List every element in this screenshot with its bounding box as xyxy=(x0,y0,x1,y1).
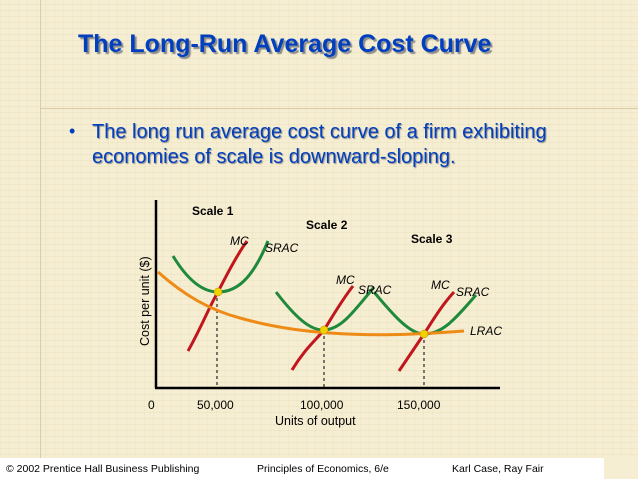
x-tick-150000: 150,000 xyxy=(397,398,441,412)
x-tick-0: 0 xyxy=(148,398,155,412)
footer-bar: © 2002 Prentice Hall Business Publishing… xyxy=(0,458,604,479)
footer-authors: Karl Case, Ray Fair xyxy=(452,463,544,475)
footer-corner xyxy=(604,458,638,479)
srac-label-scale-1: SRAC xyxy=(265,241,299,255)
scale-3-label: Scale 3 xyxy=(411,232,453,246)
mc-label-scale-3: MC xyxy=(431,278,450,292)
min-point-scale-1 xyxy=(213,287,223,297)
x-axis-label: Units of output xyxy=(275,414,356,428)
mc-label-scale-1: MC xyxy=(230,234,249,248)
bullet-marker: • xyxy=(69,121,76,141)
min-point-scale-3 xyxy=(419,329,429,339)
srac-label-scale-3: SRAC xyxy=(456,285,490,299)
mc-label-scale-2: MC xyxy=(336,273,355,287)
scale-1-label: Scale 1 xyxy=(192,204,234,218)
y-axis-label: Cost per unit ($) xyxy=(138,256,152,346)
footer-copyright: © 2002 Prentice Hall Business Publishing xyxy=(6,463,200,475)
min-point-scale-2 xyxy=(319,325,329,335)
title-rule xyxy=(40,108,638,109)
lrac-curve xyxy=(157,270,465,337)
x-tick-50000: 50,000 xyxy=(197,398,234,412)
x-tick-100000: 100,000 xyxy=(300,398,344,412)
lrac-label: LRAC xyxy=(470,324,502,338)
srac-label-scale-2: SRAC xyxy=(358,283,392,297)
scale-2-label: Scale 2 xyxy=(306,218,348,232)
left-rule xyxy=(40,0,41,458)
slide-title: The Long-Run Average Cost Curve xyxy=(78,30,492,58)
footer-book-title: Principles of Economics, 6/e xyxy=(257,463,389,475)
bullet-text: The long run average cost curve of a fir… xyxy=(92,121,547,168)
